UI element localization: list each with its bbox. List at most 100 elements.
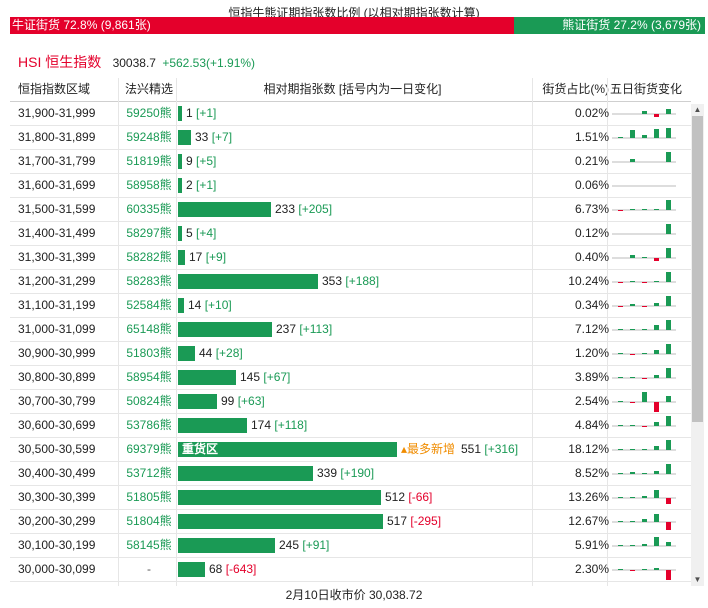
zone-range: 31,600-31,699 xyxy=(18,178,96,192)
product-code-link[interactable]: 58958熊 xyxy=(126,178,172,192)
sparkline-bar xyxy=(654,209,659,210)
sparkline-bar xyxy=(630,329,635,330)
heavy-zone-label: 重货区 xyxy=(182,442,219,456)
product-code-link[interactable]: 58297熊 xyxy=(126,226,172,240)
index-name[interactable]: HSI 恒生指数 xyxy=(18,54,102,70)
sparkline-bar xyxy=(666,224,671,234)
product-code-link[interactable]: 58282熊 xyxy=(126,250,172,264)
contracts-cell: 353 [+188] xyxy=(176,270,529,293)
vertical-scrollbar[interactable]: ▲ ▼ xyxy=(691,104,704,586)
contracts-bar xyxy=(178,226,182,241)
index-value: 30038.7 xyxy=(112,56,156,70)
contracts-value: 2 [+1] xyxy=(186,174,216,197)
zone-range: 31,200-31,299 xyxy=(18,274,96,288)
product-code-link[interactable]: 59248熊 xyxy=(126,130,172,144)
contracts-cell: 68 [-643] xyxy=(176,558,529,581)
product-code-link[interactable]: 50824熊 xyxy=(126,394,172,408)
five-day-sparkline xyxy=(612,490,676,504)
contracts-bar xyxy=(178,466,313,481)
contracts-cell: 33 [+7] xyxy=(176,126,529,149)
sparkline-bar xyxy=(630,304,635,306)
sparkline-bar xyxy=(666,272,671,282)
bull-bear-ratio-bar: 牛证街货 72.8% (9,861张) 熊证街货 27.2% (3,679张) xyxy=(10,17,705,34)
table-row: 31,600-31,699 58958熊 2 [+1] 0.06% xyxy=(10,174,691,198)
contracts-bar xyxy=(178,250,185,265)
contracts-cell: 2 [+1] xyxy=(176,174,529,197)
product-code-link[interactable]: 58283熊 xyxy=(126,274,172,288)
sparkline-bar xyxy=(654,129,659,138)
contracts-cell: 237 [+113] xyxy=(176,318,529,341)
contracts-cell: 145 [+67] xyxy=(176,366,529,389)
product-code-link[interactable]: 53712熊 xyxy=(126,466,172,480)
contracts-number: 512 xyxy=(385,490,409,504)
contracts-number: 9 xyxy=(186,154,197,168)
contracts-value: 33 [+7] xyxy=(195,126,232,149)
five-day-sparkline xyxy=(612,320,676,331)
sparkline-bar xyxy=(654,568,659,570)
street-share: 0.40% xyxy=(574,250,609,264)
five-day-sparkline xyxy=(612,514,676,530)
table-row: 30,100-30,199 58145熊 245 [+91] 5.91% xyxy=(10,534,691,558)
scroll-thumb[interactable] xyxy=(692,116,703,422)
five-day-sparkline xyxy=(612,185,676,187)
contracts-number: 237 xyxy=(276,322,300,336)
five-day-sparkline xyxy=(612,537,676,547)
product-code-link[interactable]: 51804熊 xyxy=(126,514,172,528)
product-code-link[interactable]: 69379熊 xyxy=(126,442,172,456)
contracts-value: 5 [+4] xyxy=(186,222,216,245)
sparkline-bar xyxy=(642,306,647,307)
sparkline-bar xyxy=(654,375,659,378)
sparkline-bar xyxy=(642,544,647,546)
sparkline-bar xyxy=(642,282,647,283)
scroll-down-arrow-icon[interactable]: ▼ xyxy=(693,575,702,584)
contracts-value: 353 [+188] xyxy=(322,270,379,293)
five-day-sparkline xyxy=(612,392,676,412)
contracts-number: 174 xyxy=(251,418,275,432)
product-code-link[interactable]: 65148熊 xyxy=(126,322,172,336)
sparkline-bar xyxy=(630,354,635,355)
product-code-link[interactable]: 51819熊 xyxy=(126,154,172,168)
sparkline-bar xyxy=(630,472,635,474)
zone-range: 31,700-31,799 xyxy=(18,154,96,168)
index-change: +562.53(+1.91%) xyxy=(162,56,256,70)
contracts-bar xyxy=(178,106,182,121)
most-added-text: 最多新增 xyxy=(407,442,456,456)
most-added-label: ▴最多新增 xyxy=(401,438,455,461)
product-code-link[interactable]: 52584熊 xyxy=(126,298,172,312)
scroll-up-arrow-icon[interactable]: ▲ xyxy=(693,105,702,114)
contracts-bar xyxy=(178,346,195,361)
daily-change: [+91] xyxy=(302,538,330,552)
contracts-value: 145 [+67] xyxy=(240,366,290,389)
sparkline-bar xyxy=(666,248,671,258)
street-share: 10.24% xyxy=(568,274,609,288)
sparkline-bar xyxy=(666,522,671,530)
bear-segment: 熊证街货 27.2% (3,679张) xyxy=(513,17,705,34)
product-code-link[interactable]: 51805熊 xyxy=(126,490,172,504)
sparkline-bar xyxy=(654,402,659,412)
sparkline-bar xyxy=(642,135,647,138)
product-code-link[interactable]: 58954熊 xyxy=(126,370,172,384)
product-code-link[interactable]: 51803熊 xyxy=(126,346,172,360)
zone-range: 30,200-30,299 xyxy=(18,514,96,528)
daily-change: [+113] xyxy=(299,322,333,336)
product-code-link[interactable]: 53786熊 xyxy=(126,418,172,432)
sparkline-bar xyxy=(666,498,671,504)
sparkline-bar xyxy=(666,109,671,114)
sparkline-bar xyxy=(630,521,635,522)
product-code-link[interactable]: 59250熊 xyxy=(126,106,172,120)
five-day-sparkline xyxy=(612,416,676,427)
sparkline-bar xyxy=(642,496,647,498)
five-day-sparkline xyxy=(612,109,676,117)
contracts-number: 245 xyxy=(279,538,303,552)
bull-segment: 牛证街货 72.8% (9,861张) xyxy=(10,17,514,34)
street-share: 0.02% xyxy=(574,106,609,120)
cbbc-table: 恒指指数区域 法兴精选 相对期指张数 [括号内为一日变化] 街货占比(%) 五日… xyxy=(10,78,691,586)
five-day-sparkline xyxy=(612,224,676,235)
triangle-up-icon: ▴ xyxy=(401,442,408,456)
product-code-link[interactable]: 60335熊 xyxy=(126,202,172,216)
contracts-cell: 44 [+28] xyxy=(176,342,529,365)
sparkline-bar xyxy=(642,449,647,450)
street-share: 2.30% xyxy=(574,562,609,576)
product-code-link[interactable]: 58145熊 xyxy=(126,538,172,552)
street-share: 6.73% xyxy=(574,202,609,216)
